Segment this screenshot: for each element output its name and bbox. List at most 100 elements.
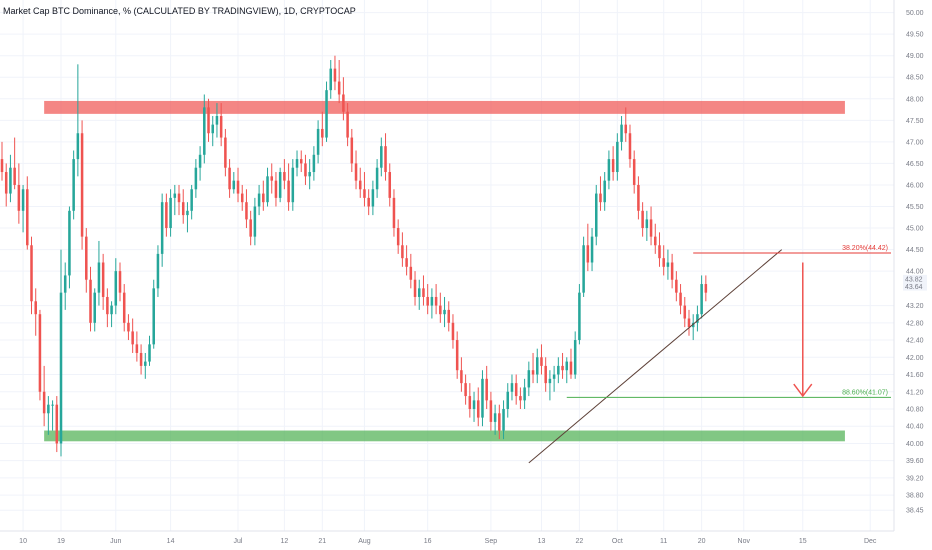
- candle-body[interactable]: [30, 245, 33, 302]
- candle-body[interactable]: [493, 413, 497, 422]
- candle-body[interactable]: [186, 210, 189, 216]
- candle-body[interactable]: [42, 391, 46, 414]
- candle-body[interactable]: [148, 344, 151, 362]
- candle-body[interactable]: [194, 167, 198, 190]
- candle-body[interactable]: [169, 197, 172, 229]
- candle-body[interactable]: [506, 391, 510, 409]
- candle-body[interactable]: [548, 378, 552, 384]
- candle-body[interactable]: [603, 180, 606, 203]
- candle-body[interactable]: [578, 292, 581, 341]
- candle-body[interactable]: [139, 352, 143, 366]
- candle-body[interactable]: [675, 279, 678, 293]
- candle-body[interactable]: [586, 245, 590, 263]
- candle-body[interactable]: [540, 357, 543, 366]
- candle-body[interactable]: [274, 180, 278, 198]
- candle-body[interactable]: [240, 193, 244, 203]
- candle-body[interactable]: [152, 288, 155, 345]
- candle-body[interactable]: [396, 228, 400, 246]
- candle-body[interactable]: [118, 271, 122, 293]
- candle-body[interactable]: [63, 275, 67, 293]
- candle-body[interactable]: [430, 296, 434, 306]
- candle-body[interactable]: [203, 107, 206, 155]
- candle-body[interactable]: [135, 344, 139, 353]
- candle-body[interactable]: [447, 309, 451, 323]
- candle-body[interactable]: [464, 383, 467, 397]
- candle-body[interactable]: [371, 189, 375, 207]
- candle-body[interactable]: [236, 180, 240, 194]
- candle-body[interactable]: [85, 236, 88, 280]
- candle-body[interactable]: [350, 137, 354, 164]
- candles-layer[interactable]: [0, 55, 708, 457]
- candle-body[interactable]: [392, 197, 396, 229]
- candle-body[interactable]: [599, 193, 602, 203]
- resistance-zone[interactable]: [44, 100, 845, 114]
- candle-body[interactable]: [679, 292, 682, 306]
- candle-body[interactable]: [662, 258, 665, 267]
- candle-body[interactable]: [358, 180, 362, 190]
- support-zone[interactable]: [44, 430, 845, 442]
- candle-body[interactable]: [384, 146, 387, 173]
- candle-body[interactable]: [582, 245, 585, 293]
- candle-body[interactable]: [190, 189, 193, 211]
- candle-body[interactable]: [594, 193, 598, 237]
- candle-body[interactable]: [523, 387, 526, 401]
- candle-body[interactable]: [476, 400, 480, 418]
- candle-body[interactable]: [472, 400, 476, 409]
- candle-body[interactable]: [455, 340, 459, 371]
- candle-body[interactable]: [573, 340, 577, 375]
- candle-body[interactable]: [34, 301, 37, 315]
- candle-body[interactable]: [670, 262, 674, 280]
- candle-body[interactable]: [308, 172, 311, 177]
- candle-body[interactable]: [207, 107, 210, 134]
- candle-body[interactable]: [620, 124, 623, 142]
- candle-body[interactable]: [451, 322, 455, 341]
- candle-body[interactable]: [80, 133, 84, 237]
- candle-body[interactable]: [257, 193, 261, 207]
- candle-body[interactable]: [405, 258, 408, 267]
- candle-body[interactable]: [291, 167, 295, 203]
- candle-body[interactable]: [131, 331, 134, 345]
- candle-body[interactable]: [51, 404, 54, 406]
- candle-body[interactable]: [649, 219, 653, 237]
- candle-body[interactable]: [531, 370, 535, 375]
- candle-body[interactable]: [333, 68, 337, 82]
- candle-body[interactable]: [611, 159, 615, 173]
- candle-body[interactable]: [502, 408, 505, 431]
- candle-body[interactable]: [177, 193, 181, 203]
- candle-body[interactable]: [13, 167, 16, 185]
- candle-body[interactable]: [552, 374, 556, 379]
- candle-body[interactable]: [413, 279, 417, 297]
- candle-body[interactable]: [704, 284, 708, 293]
- candle-body[interactable]: [198, 154, 202, 168]
- candle-body[interactable]: [0, 159, 4, 173]
- candle-body[interactable]: [422, 288, 425, 297]
- candle-body[interactable]: [114, 271, 118, 306]
- candle-body[interactable]: [624, 124, 628, 134]
- candle-body[interactable]: [544, 365, 547, 384]
- candle-body[interactable]: [417, 288, 421, 297]
- candle-body[interactable]: [565, 361, 569, 371]
- candle-body[interactable]: [337, 81, 341, 95]
- candle-body[interactable]: [628, 133, 632, 160]
- candle-body[interactable]: [160, 202, 164, 254]
- candle-body[interactable]: [9, 167, 12, 194]
- candle-body[interactable]: [485, 378, 488, 401]
- candle-body[interactable]: [468, 396, 472, 409]
- candle-body[interactable]: [215, 116, 219, 125]
- candle-body[interactable]: [481, 378, 484, 418]
- candle-body[interactable]: [232, 180, 236, 190]
- candle-body[interactable]: [47, 404, 50, 414]
- candle-body[interactable]: [211, 124, 214, 134]
- candle-body[interactable]: [535, 357, 539, 375]
- candle-body[interactable]: [321, 128, 324, 138]
- candle-body[interactable]: [312, 154, 316, 173]
- candle-body[interactable]: [253, 206, 257, 237]
- candle-body[interactable]: [691, 322, 695, 328]
- candle-body[interactable]: [401, 245, 404, 259]
- candle-body[interactable]: [127, 322, 130, 332]
- candle-body[interactable]: [287, 180, 290, 203]
- candle-body[interactable]: [283, 172, 286, 181]
- candle-body[interactable]: [173, 193, 177, 198]
- candle-body[interactable]: [295, 159, 299, 168]
